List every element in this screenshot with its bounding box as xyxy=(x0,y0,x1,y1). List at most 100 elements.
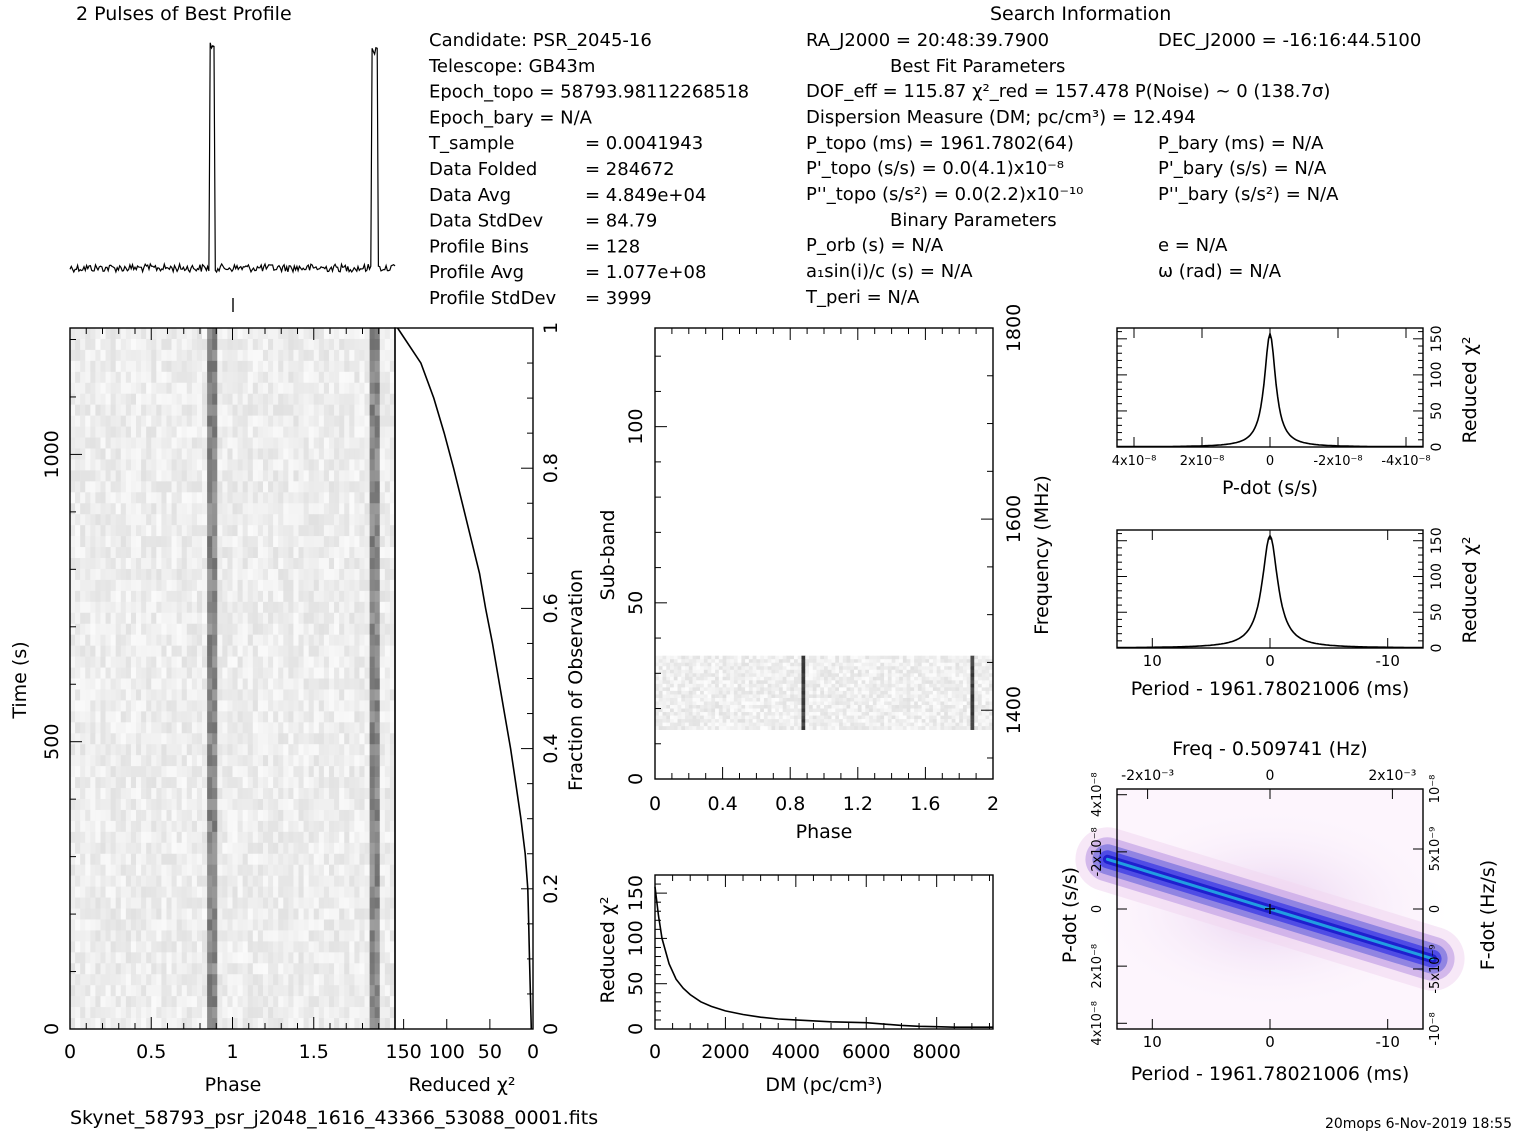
subband-cell xyxy=(767,683,772,688)
time-phase-cell xyxy=(156,996,162,1008)
subband-cell xyxy=(681,666,686,671)
time-phase-cell xyxy=(171,590,177,603)
time-phase-cell xyxy=(257,996,264,1008)
time-phase-cell xyxy=(151,470,157,482)
time-phase-cell xyxy=(283,612,289,625)
time-phase-cell xyxy=(354,930,360,942)
time-phase-cell xyxy=(171,558,177,570)
time-phase-cell xyxy=(70,558,76,570)
time-phase-cell xyxy=(349,382,355,395)
time-phase-cell xyxy=(100,470,106,482)
time-phase-cell xyxy=(222,470,228,482)
time-phase-cell xyxy=(323,798,330,811)
time-phase-cell xyxy=(288,579,294,592)
time-phase-cell xyxy=(186,492,193,504)
time-phase-cell xyxy=(176,415,183,427)
time-phase-cell xyxy=(212,426,218,438)
subband-cell xyxy=(752,666,757,671)
time-phase-cell xyxy=(278,393,284,405)
time-phase-cell xyxy=(379,459,386,471)
time-phase-cell xyxy=(146,558,152,570)
time-phase-cell xyxy=(308,722,315,734)
time-phase-cell xyxy=(242,853,249,865)
time-phase-cell xyxy=(247,393,254,405)
time-phase-cell xyxy=(344,985,350,997)
time-phase-cell xyxy=(262,930,269,942)
time-phase-cell xyxy=(115,798,122,811)
time-phase-cell xyxy=(95,788,101,800)
time-phase-cell xyxy=(273,755,279,767)
time-phase-cell xyxy=(369,481,375,493)
time-phase-cell xyxy=(151,809,157,822)
subband-cell xyxy=(733,669,738,674)
time-phase-cell xyxy=(384,338,391,351)
time-phase-cell xyxy=(252,437,259,449)
time-phase-cell xyxy=(252,733,259,745)
subband-cell xyxy=(771,669,776,674)
time-phase-cell xyxy=(217,568,223,581)
time-phase-cell xyxy=(141,481,147,493)
time-phase-cell xyxy=(379,733,386,745)
time-phase-cell xyxy=(328,547,335,559)
time-phase-cell xyxy=(100,590,106,603)
time-phase-cell xyxy=(374,481,381,493)
time-phase-cell xyxy=(247,645,254,657)
time-phase-cell xyxy=(334,700,340,712)
time-phase-cell xyxy=(262,328,269,340)
time-phase-cell xyxy=(176,733,183,745)
time-phase-cell xyxy=(298,711,304,723)
time-phase-cell xyxy=(323,788,330,800)
time-phase-cell xyxy=(191,382,198,395)
time-phase-cell xyxy=(191,645,198,657)
time-phase-cell xyxy=(262,777,269,789)
time-phase-cell xyxy=(349,601,355,614)
time-phase-cell xyxy=(349,908,355,920)
time-phase-cell xyxy=(80,667,86,679)
time-phase-cell xyxy=(166,963,172,975)
time-phase-cell xyxy=(207,503,213,515)
time-phase-cell xyxy=(186,382,193,395)
time-phase-cell xyxy=(100,974,106,986)
time-phase-cell xyxy=(389,634,396,646)
subband-cell xyxy=(715,655,720,660)
time-phase-cell xyxy=(85,547,91,559)
time-phase-cell xyxy=(217,678,223,690)
time-phase-cell xyxy=(217,700,223,712)
time-phase-cell xyxy=(359,777,365,789)
profile-plot xyxy=(69,42,396,312)
time-phase-cell xyxy=(237,645,243,657)
time-phase-cell xyxy=(389,985,396,997)
time-phase-cell xyxy=(136,382,142,395)
time-phase-cell xyxy=(217,744,223,756)
time-phase-cell xyxy=(171,689,177,701)
time-phase-cell xyxy=(80,547,86,559)
time-phase-cell xyxy=(384,645,391,657)
time-phase-cell xyxy=(257,711,264,723)
time-phase-cell xyxy=(171,1007,177,1019)
time-phase-cell xyxy=(252,963,259,975)
time-phase-cell xyxy=(130,525,137,537)
time-phase-cell xyxy=(212,536,218,548)
time-phase-cell xyxy=(242,952,249,964)
subband-cell xyxy=(745,659,750,664)
time-phase-cell xyxy=(130,842,137,855)
subband-cell xyxy=(741,680,746,685)
time-phase-cell xyxy=(339,536,345,548)
time-phase-cell xyxy=(196,744,203,756)
time-phase-cell xyxy=(202,766,208,778)
time-phase-cell xyxy=(227,886,233,898)
time-phase-cell xyxy=(247,601,254,614)
time-phase-cell xyxy=(339,766,345,778)
subband-cell xyxy=(932,655,937,660)
subband-cell xyxy=(718,666,723,671)
time-phase-cell xyxy=(191,437,198,449)
time-phase-cell xyxy=(85,328,91,340)
time-phase-cell xyxy=(379,974,386,986)
time-phase-cell xyxy=(217,886,223,898)
time-phase-cell xyxy=(359,667,365,679)
time-phase-cell xyxy=(288,338,294,351)
time-phase-cell xyxy=(354,547,360,559)
time-phase-cell xyxy=(379,492,386,504)
subband-cell xyxy=(745,683,750,688)
time-phase-cell xyxy=(364,689,370,701)
